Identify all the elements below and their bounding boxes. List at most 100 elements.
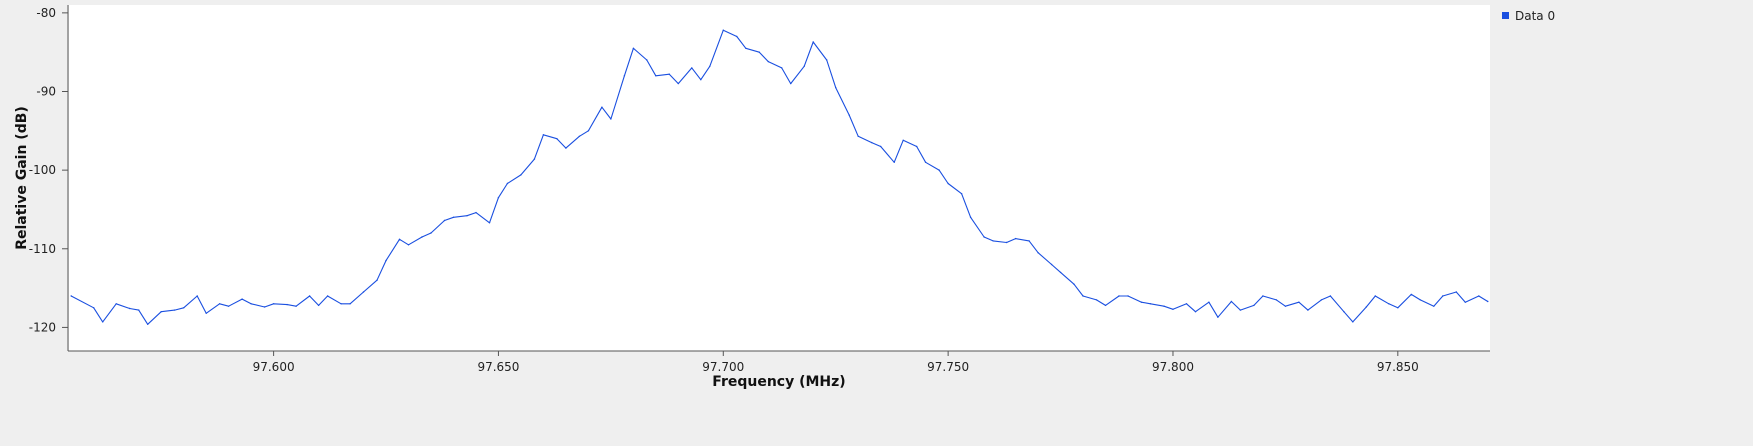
data-point (1014, 237, 1017, 240)
data-point (272, 303, 275, 305)
data-point (700, 79, 702, 81)
x-axis-title: Frequency (MHz) (712, 374, 845, 390)
data-point (376, 279, 378, 281)
data-point (1185, 303, 1188, 305)
data-point (160, 311, 162, 313)
data-point (506, 182, 509, 185)
data-point (205, 312, 207, 314)
data-point (129, 307, 131, 310)
data-point (1298, 301, 1300, 303)
data-point (893, 161, 895, 163)
data-point (295, 305, 297, 307)
y-axis-ticks: -80 -90 -100 -110 -120 (29, 6, 68, 334)
data-point (1230, 300, 1233, 303)
data-point (488, 222, 491, 224)
data-point (1208, 301, 1210, 303)
data-point (709, 65, 711, 68)
data-point (1217, 316, 1219, 318)
data-point (992, 240, 994, 242)
data-point (1410, 293, 1413, 296)
data-point (826, 59, 828, 61)
data-point (1050, 263, 1053, 266)
data-point (947, 182, 949, 185)
data-point (655, 75, 657, 77)
data-point (632, 47, 635, 49)
data-point (349, 303, 351, 305)
data-point (466, 215, 468, 217)
data-point (497, 197, 500, 199)
data-point (767, 60, 769, 63)
data-point (362, 291, 365, 293)
data-point (1487, 300, 1489, 303)
series-layer (70, 29, 1489, 325)
data-point (1127, 295, 1129, 297)
data-point (1320, 299, 1323, 301)
data-point (340, 303, 342, 305)
data-point (1329, 295, 1332, 297)
data-point (758, 51, 760, 53)
data-point (250, 303, 252, 305)
data-point (736, 35, 738, 38)
data-point (286, 303, 288, 306)
data-point (646, 59, 648, 61)
data-point (533, 158, 536, 160)
data-point (1149, 303, 1152, 305)
data-point (1073, 283, 1075, 285)
y-axis-title: Relative Gain (dB) (14, 106, 30, 250)
series-points-0 (70, 29, 1489, 325)
data-point (1104, 304, 1107, 307)
data-point (326, 295, 329, 297)
data-point (102, 321, 104, 323)
data-point (1433, 305, 1435, 307)
data-point (623, 75, 626, 77)
data-point (916, 145, 918, 148)
data-point (70, 295, 72, 297)
data-point (691, 67, 693, 69)
data-point (960, 193, 963, 195)
data-point (902, 139, 904, 141)
data-point (924, 161, 927, 163)
data-point (556, 138, 558, 140)
data-point (421, 236, 423, 238)
x-tick-label: 97.600 (253, 360, 295, 374)
data-point (565, 147, 567, 149)
data-point (430, 232, 432, 234)
data-point (938, 169, 940, 171)
data-point (668, 73, 670, 75)
data-point (475, 211, 477, 214)
data-point (1343, 311, 1345, 313)
data-point (93, 307, 95, 309)
data-point (174, 309, 176, 311)
data-point (812, 41, 814, 43)
data-point (1352, 321, 1354, 323)
data-point (308, 295, 311, 297)
data-point (871, 141, 873, 144)
data-point (1478, 295, 1480, 297)
data-point (138, 309, 140, 311)
data-point (745, 47, 747, 49)
data-point (1419, 299, 1422, 301)
data-point (1194, 311, 1197, 313)
data-point (1172, 308, 1174, 310)
x-tick-label: 97.650 (477, 360, 519, 374)
data-point (1028, 240, 1030, 242)
x-tick-label: 97.750 (927, 360, 969, 374)
x-axis-ticks: 97.600 97.650 97.700 97.750 97.800 97.850 (253, 351, 1419, 374)
data-point (218, 303, 221, 305)
legend-label: Data 0 (1515, 9, 1555, 23)
data-point (601, 106, 603, 108)
data-point (1239, 309, 1242, 311)
data-point (542, 134, 545, 136)
data-point (848, 114, 850, 116)
data-point (1005, 241, 1008, 244)
data-point (1275, 299, 1278, 301)
series-line-0 (70, 29, 1489, 325)
data-point (1095, 299, 1098, 301)
data-point (520, 174, 522, 176)
data-point (835, 86, 837, 89)
data-point (790, 82, 792, 85)
data-point (317, 304, 320, 307)
data-point (443, 219, 446, 222)
data-point (385, 259, 387, 262)
